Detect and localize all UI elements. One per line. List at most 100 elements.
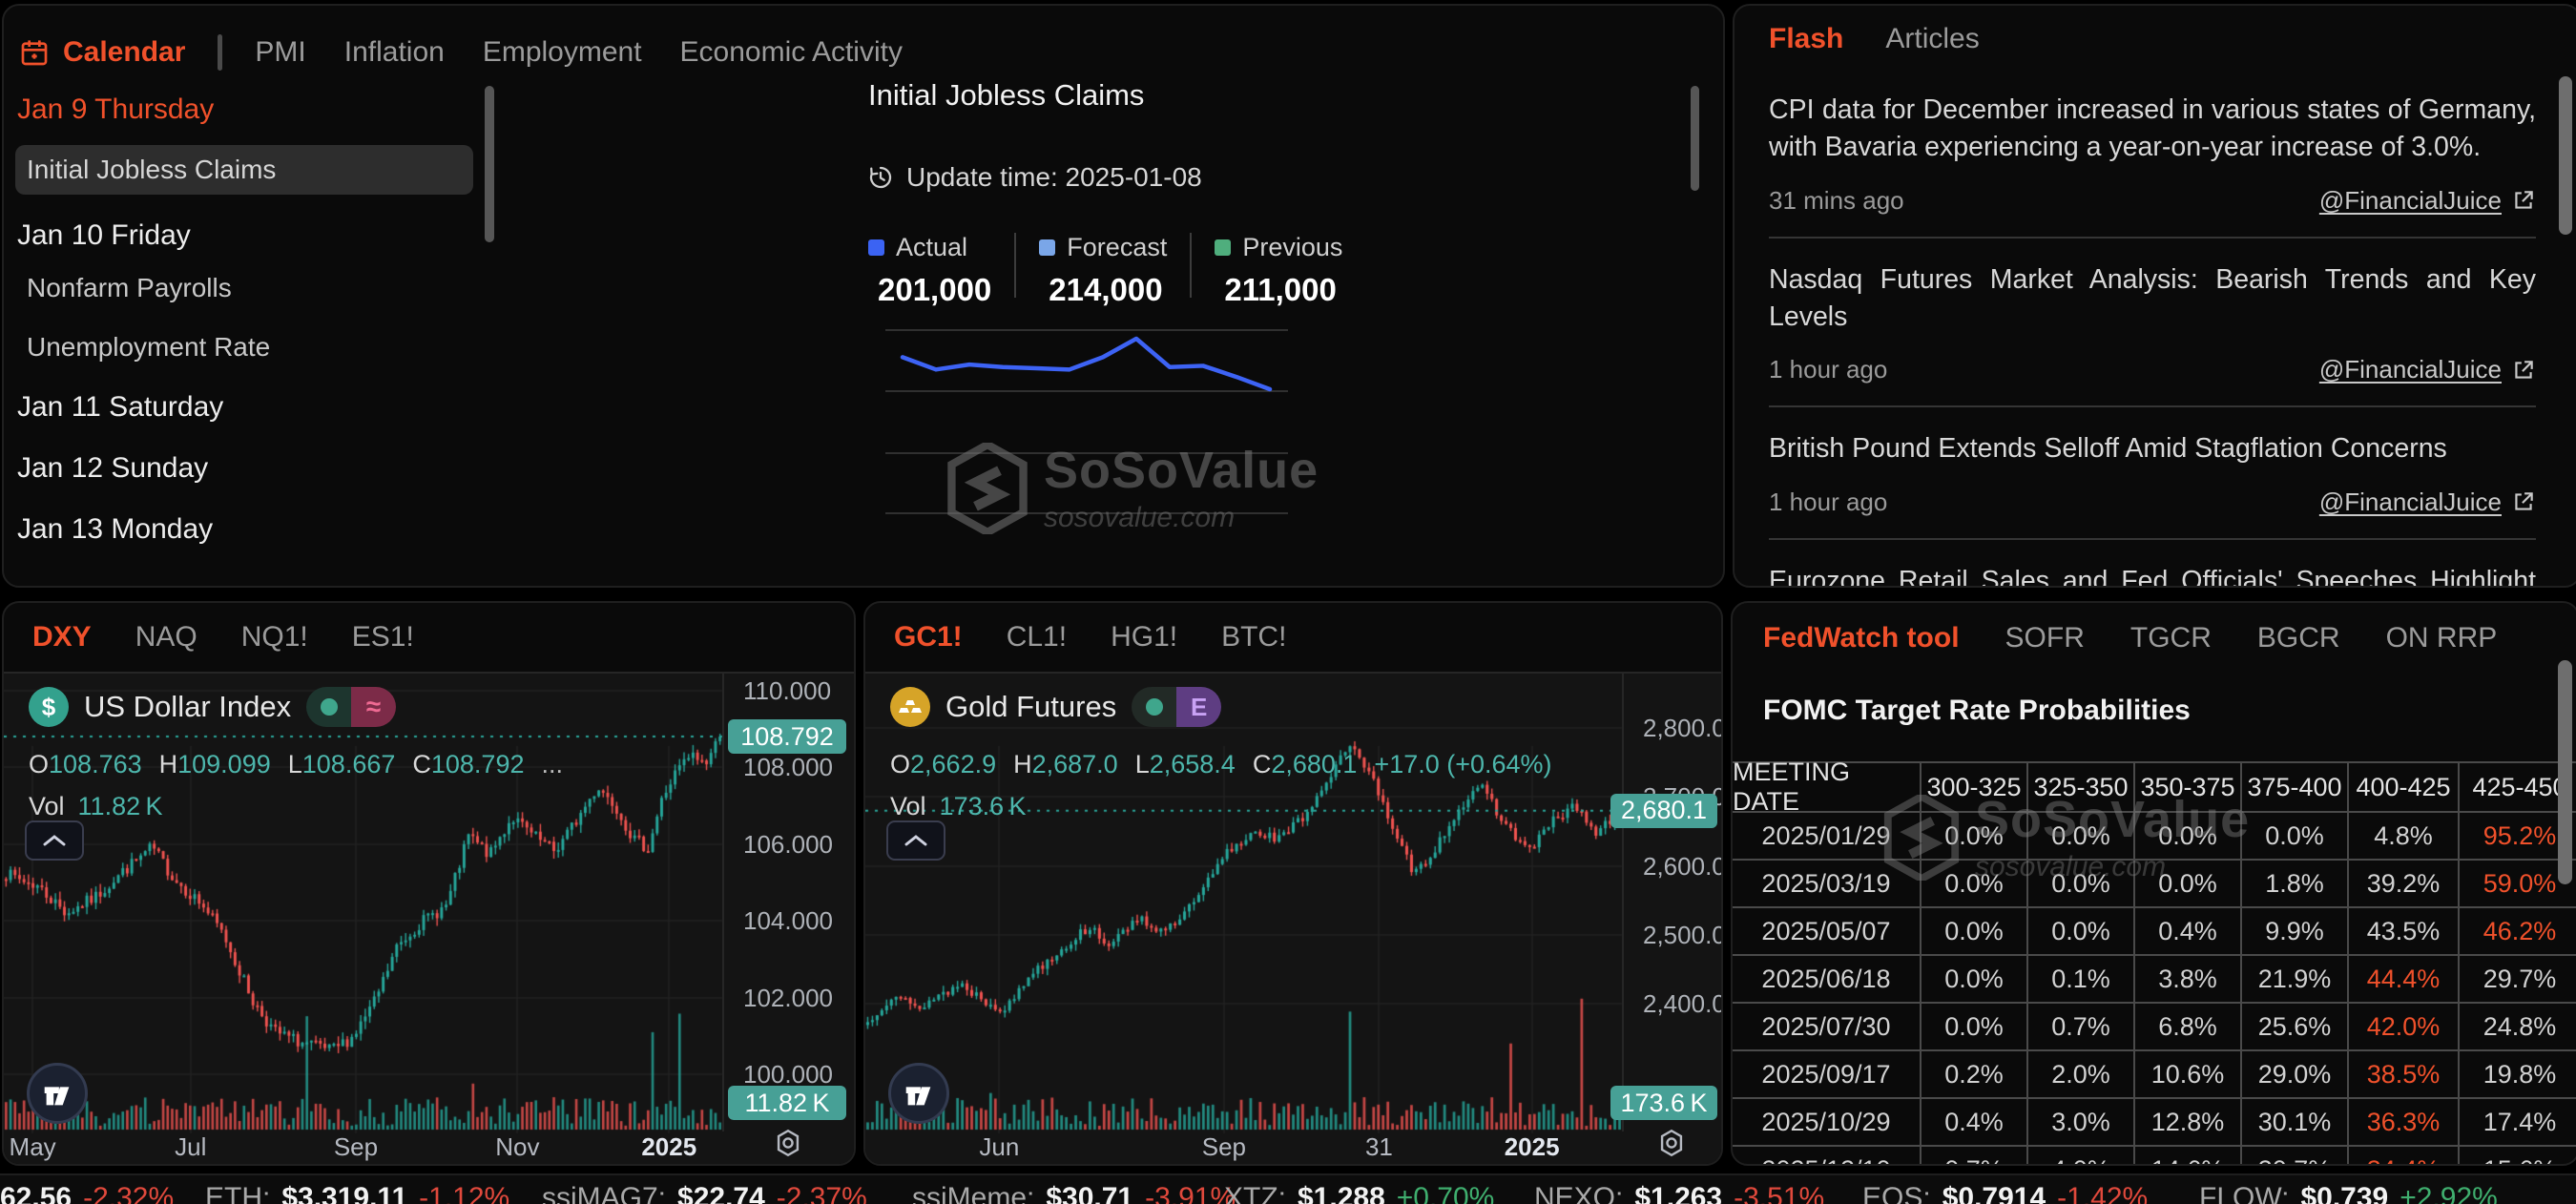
- dxy-tab-es1-[interactable]: ES1!: [351, 621, 414, 653]
- news-item-source-link[interactable]: @FinancialJuice: [2319, 488, 2536, 517]
- news-tab-articles[interactable]: Articles: [1885, 23, 1980, 54]
- news-item-title[interactable]: Eurozone Retail Sales and Fed Officials'…: [1769, 565, 2536, 588]
- stat-color-square: [1215, 239, 1232, 256]
- calendar-tab-calendar[interactable]: Calendar: [19, 36, 185, 69]
- news-list: CPI data for December increased in vario…: [1769, 69, 2536, 588]
- news-item-meta: 31 mins ago @FinancialJuice: [1769, 186, 2536, 216]
- fedwatch-tab-on-rrp[interactable]: ON RRP: [2385, 622, 2498, 654]
- calendar-day-header[interactable]: Jan 9 Thursday: [17, 93, 215, 125]
- chart-settings-gear-icon[interactable]: [1655, 1127, 1688, 1164]
- gc-tab-btc-[interactable]: BTC!: [1221, 621, 1287, 653]
- market-ticker-bar[interactable]: 62.56 -2.32% ETH: $3,319.11 -1.12% ssiMAG7: $2…: [0, 1173, 2576, 1204]
- news-item-title[interactable]: CPI data for December increased in vario…: [1769, 94, 2536, 163]
- probability-cell: 0.7%: [1922, 1147, 2028, 1164]
- ticker-change: +0.70%: [1396, 1182, 1495, 1204]
- calendar-day-header[interactable]: Jan 13 Monday: [17, 513, 214, 545]
- ticker-price: $0.739: [2300, 1182, 2389, 1204]
- meeting-date-cell: 2025/09/17: [1733, 1051, 1922, 1097]
- news-scrollbar[interactable]: [2559, 76, 2572, 235]
- chart-settings-gear-icon[interactable]: [772, 1127, 804, 1164]
- calendar-event-item[interactable]: Nonfarm Payrolls: [27, 273, 232, 302]
- calendar-event-item[interactable]: Unemployment Rate: [27, 332, 271, 362]
- price-tick-label: 108.000: [743, 753, 833, 781]
- gc-tab-cl1-[interactable]: CL1!: [1006, 621, 1068, 653]
- gold-chart-region[interactable]: Gold Futures E O2,662.9 H2,687.0 L2,658.4 C…: [865, 672, 1721, 1164]
- dxy-volume-badge: 11.82 K: [728, 1086, 846, 1120]
- calendar-tab-inflation[interactable]: Inflation: [343, 36, 445, 68]
- ohlc-key: H: [1013, 750, 1032, 778]
- fedwatch-tab-bgcr[interactable]: BGCR: [2256, 622, 2340, 654]
- detail-scrollbar[interactable]: [1691, 86, 1699, 191]
- fedwatch-tab-sofr[interactable]: SOFR: [2005, 622, 2085, 654]
- dxy-time-axis[interactable]: May Jul Sep Nov 2025: [4, 1129, 854, 1164]
- gold-collapse-button[interactable]: [886, 820, 945, 861]
- tradingview-logo[interactable]: [888, 1063, 949, 1124]
- dxy-tab-dxy[interactable]: DXY: [32, 621, 92, 653]
- tradingview-logo[interactable]: [27, 1063, 88, 1124]
- news-tab-flash[interactable]: Flash: [1769, 23, 1844, 54]
- ticker-item[interactable]: ETH: $3,319.11 -1.12%: [205, 1182, 509, 1204]
- probability-cell: 21.9%: [2242, 956, 2349, 1002]
- ticker-item[interactable]: FLOW: $0.739 +2.92%: [2199, 1182, 2498, 1204]
- news-item-title[interactable]: Nasdaq Futures Market Analysis: Bearish …: [1769, 263, 2536, 332]
- ohlc-value: 109.099: [177, 750, 271, 778]
- e-mode-icon: E: [1176, 687, 1222, 727]
- dxy-tab-naq[interactable]: NAQ: [135, 621, 197, 653]
- table-row: 2025/12/100.7%4.0%14.6%30.7%34.4%15.6%: [1733, 1147, 2576, 1165]
- sparkline-series: [900, 336, 1273, 392]
- calendar-day-header[interactable]: Jan 12 Sunday: [17, 452, 209, 484]
- news-item-source-link[interactable]: @FinancialJuice: [2319, 186, 2536, 216]
- update-time-text: Update time: 2025-01-08: [906, 162, 1202, 192]
- probability-cell: 0.0%: [1922, 813, 2028, 859]
- gold-mode-toggle[interactable]: E: [1132, 687, 1222, 727]
- fedwatch-scrollbar[interactable]: [2558, 660, 2572, 884]
- calendar-day-header[interactable]: Jan 11 Saturday: [17, 391, 224, 423]
- ticker-item[interactable]: EOS: $0.7914 -1.42%: [1862, 1182, 2148, 1204]
- external-link-icon: [2515, 492, 2533, 510]
- table-row: 2025/03/19 0.0% 0.0% 0.0% 1.8% 39.2% 59.0%: [1733, 861, 2576, 908]
- gold-time-axis[interactable]: Jun Sep 31 2025: [865, 1129, 1721, 1164]
- probability-cell: 43.5%: [2349, 908, 2460, 954]
- fedwatch-tab-fedwatch-tool[interactable]: FedWatch tool: [1763, 622, 1960, 654]
- table-row: 2025/09/17 0.2% 2.0% 10.6% 29.0% 38.5% 19.8%: [1733, 1051, 2576, 1099]
- calendar-list-scrollbar[interactable]: [485, 86, 494, 242]
- gc-tab-gc1-[interactable]: GC1!: [894, 621, 963, 653]
- time-tick-label: Jun: [979, 1132, 1020, 1161]
- calendar-event-selected[interactable]: Initial Jobless Claims: [15, 145, 473, 195]
- ticker-item[interactable]: 62.56 -2.32%: [0, 1182, 174, 1204]
- fedwatch-tab-tgcr[interactable]: TGCR: [2129, 622, 2212, 654]
- news-item-title[interactable]: British Pound Extends Selloff Amid Stagf…: [1769, 433, 2447, 465]
- probability-cell: 44.4%: [2349, 956, 2460, 1002]
- calendar-tab-employment[interactable]: Employment: [482, 36, 642, 68]
- dxy-tab-nq1-[interactable]: NQ1!: [240, 621, 308, 653]
- time-tick-label: Sep: [1201, 1132, 1247, 1161]
- ticker-change: -1.12%: [419, 1182, 510, 1204]
- calendar-day-header[interactable]: Jan 10 Friday: [17, 219, 191, 251]
- stat-value: 201,000: [878, 272, 992, 307]
- dxy-chart-panel: DXY NAQ NQ1! ES1! $ US Dollar Index ≈ O108.…: [2, 601, 856, 1166]
- probability-cell: 4.8%: [2349, 813, 2460, 859]
- dxy-collapse-button[interactable]: [25, 820, 84, 861]
- probability-cell: 0.0%: [1922, 1004, 2028, 1049]
- dxy-chart-region[interactable]: $ US Dollar Index ≈ O108.763 H109.099 L108…: [4, 672, 854, 1164]
- jobless-claims-sparkline-chart[interactable]: [882, 315, 1292, 544]
- ticker-item[interactable]: NEXO: $1,263 -3.51%: [1534, 1182, 1824, 1204]
- probability-cell: 15.6%: [2460, 1147, 2576, 1165]
- ticker-item[interactable]: XTZ: $1,288 +0.70%: [1224, 1182, 1494, 1204]
- dxy-mode-toggle[interactable]: ≈: [306, 687, 397, 727]
- calendar-tab-pmi[interactable]: PMI: [255, 36, 306, 68]
- ticker-item[interactable]: ssiMAG7: $22.74 -2.37%: [542, 1182, 867, 1204]
- dxy-symbol-name: US Dollar Index: [84, 690, 292, 723]
- news-item: Eurozone Retail Sales and Fed Officials'…: [1769, 540, 2536, 588]
- ticker-symbol: FLOW:: [2199, 1182, 2290, 1204]
- dxy-candlestick-canvas[interactable]: [4, 674, 854, 1164]
- ticker-item[interactable]: ssiMeme: $30.71 -3.91%: [912, 1182, 1236, 1204]
- gc-tab-hg1-[interactable]: HG1!: [1111, 621, 1178, 653]
- fedwatch-panel: FedWatch tool SOFR TGCR BGCR ON RRP FOMC Tar…: [1731, 601, 2576, 1166]
- news-item-source-link[interactable]: @FinancialJuice: [2319, 355, 2536, 384]
- gold-volume-badge: 173.6 K: [1610, 1086, 1717, 1120]
- calendar-tab-economic-activity[interactable]: Economic Activity: [679, 36, 903, 68]
- ohlc-value: 2,687.0: [1031, 750, 1118, 778]
- gold-candlestick-canvas[interactable]: [865, 674, 1721, 1164]
- probability-cell: 17.4%: [2483, 1107, 2557, 1136]
